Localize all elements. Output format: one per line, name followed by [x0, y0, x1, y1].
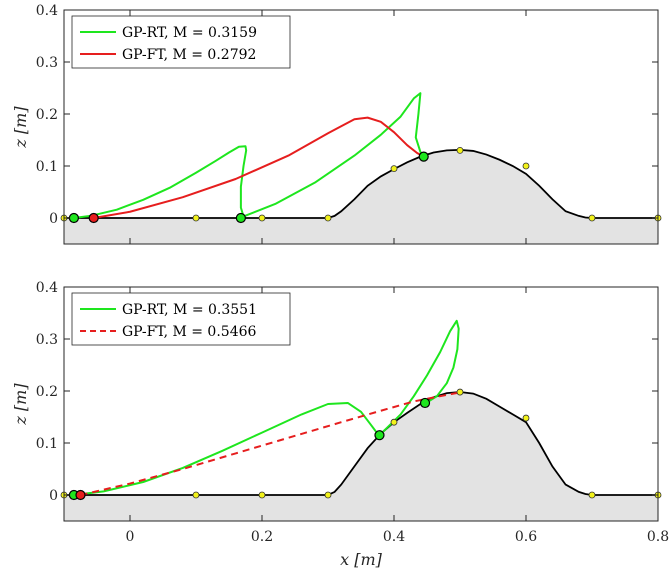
- axes-box: [63, 286, 659, 522]
- legend-entry-gp-ft: GP-FT, M = 0.5466: [122, 324, 257, 340]
- terrain-knot: [192, 214, 200, 222]
- y-tick-label: 0: [49, 488, 58, 504]
- x-axis-label: x [m]: [340, 550, 383, 569]
- axes-box: [63, 9, 659, 245]
- y-tick-label: 0.4: [36, 3, 58, 19]
- terrain-knot: [390, 165, 398, 173]
- x-tick-label: 0.8: [647, 529, 669, 545]
- legend: GP-RT, M = 0.3159 GP-FT, M = 0.2792: [71, 15, 291, 69]
- x-tick-label: 0.4: [383, 529, 405, 545]
- terrain-knot: [456, 146, 464, 154]
- terrain-fill: [64, 392, 658, 521]
- terrain-knot: [390, 418, 398, 426]
- terrain-fill: [64, 149, 658, 244]
- series-line-gp-ft: [80, 391, 461, 496]
- legend-box: [71, 15, 291, 69]
- terrain-knot: [324, 214, 332, 222]
- terrain-knot: [522, 414, 530, 422]
- y-tick-label: 0.4: [36, 280, 58, 296]
- terrain-knot: [192, 491, 200, 499]
- x-tick-label: 0.6: [515, 529, 537, 545]
- panel-top: 0 0.1 0.2 0.3 0.4 z [m] GP-RT, M = 0.3159 GP-FT…: [11, 3, 662, 245]
- legend-entry-gp-rt: GP-RT, M = 0.3551: [122, 302, 257, 318]
- plot-area: [64, 92, 658, 244]
- y-tick-label: 0.2: [36, 384, 58, 400]
- series-marker-gp-rt: [235, 212, 246, 224]
- y-axis-label: z [m]: [11, 383, 30, 426]
- y-tick-label: 0.2: [36, 107, 58, 123]
- series-line-gp-rt: [73, 92, 425, 219]
- y-tick-label: 0.3: [36, 332, 58, 348]
- terrain-knot: [324, 491, 332, 499]
- terrain-knot: [588, 491, 596, 499]
- series-line-gp-ft: [93, 116, 425, 219]
- series-marker-gp-rt: [419, 397, 431, 409]
- panel-bottom: 0 0.1 0.2 0.3 0.4 0 0.2 0.4 0.6 0.8 z [m] x [m] GP-R…: [11, 280, 669, 569]
- legend-entry-gp-rt: GP-RT, M = 0.3159: [122, 25, 257, 41]
- series-line-gp-rt: [73, 319, 460, 496]
- series-marker-gp-ft: [88, 212, 99, 224]
- legend-entry-gp-ft: GP-FT, M = 0.2792: [122, 47, 256, 63]
- y-tick-label: 0.3: [36, 55, 58, 71]
- terrain-knot: [522, 162, 530, 170]
- legend-box: [71, 292, 291, 346]
- terrain-knot: [456, 388, 464, 396]
- terrain-knot: [258, 491, 266, 499]
- y-tick-label: 0: [49, 211, 58, 227]
- y-tick-label: 0.1: [36, 436, 58, 452]
- x-tick-label: 0.2: [251, 529, 273, 545]
- x-tick-label: 0: [126, 529, 135, 545]
- series-marker-gp-rt: [68, 212, 80, 224]
- terrain-knot: [258, 214, 266, 222]
- legend: GP-RT, M = 0.3551 GP-FT, M = 0.5466: [71, 292, 291, 346]
- terrain-knot: [588, 214, 596, 222]
- series-marker-gp-rt: [418, 151, 429, 162]
- y-tick-label: 0.1: [36, 159, 58, 175]
- y-axis-label: z [m]: [11, 106, 30, 149]
- series-marker-gp-rt: [374, 430, 385, 441]
- series-marker-gp-ft: [75, 489, 86, 501]
- plot-area: [64, 319, 658, 521]
